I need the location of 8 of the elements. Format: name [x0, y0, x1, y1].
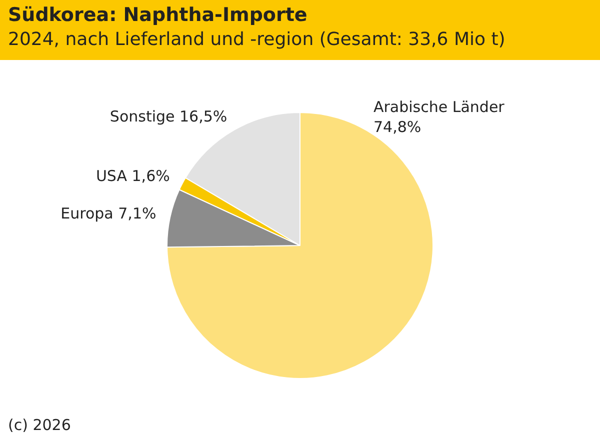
slice-label: Sonstige 16,5%: [110, 108, 228, 126]
data-label: 74,8%: [374, 118, 422, 136]
chart-subtitle: 2024, nach Lieferland und -region (Gesamt: 33,6 Mio t): [8, 29, 506, 50]
slice-label: USA 1,6%: [96, 167, 170, 186]
slice-label: Arabische Länder: [374, 98, 506, 116]
chart-title: Südkorea: Naphtha-Importe: [8, 4, 308, 26]
text: (c) 2026: [8, 416, 71, 434]
slice-label: Europa 7,1%: [60, 204, 156, 223]
